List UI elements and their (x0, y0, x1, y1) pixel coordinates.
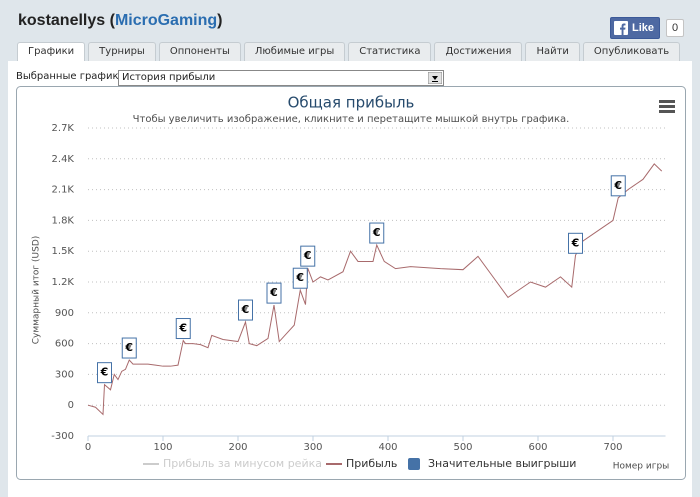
flag-label: € (613, 179, 622, 192)
chart-selector[interactable]: История прибыли (118, 70, 444, 86)
x-tick-label: 600 (528, 442, 547, 453)
flag-label: € (372, 226, 381, 239)
fb-icon (614, 21, 628, 35)
x-axis-label: Номер игры (613, 462, 670, 472)
y-tick-label: 1.5K (52, 246, 75, 257)
dropdown-arrow (428, 72, 442, 84)
chart-title: Общая прибыль (288, 94, 415, 112)
y-tick-label: 1.8K (52, 215, 75, 226)
x-tick-label: 500 (453, 442, 472, 453)
like-label: Like (632, 22, 655, 34)
x-tick-label: 100 (153, 442, 172, 453)
flag-label: € (303, 249, 312, 262)
legend-item[interactable]: Прибыль за минусом рейка (143, 457, 322, 470)
y-tick-label: 2.1K (52, 185, 75, 196)
flag: € (97, 362, 112, 384)
header-title: kostanellys (MicroGaming) (18, 12, 223, 30)
flag-label: € (571, 236, 580, 249)
flag-box (300, 245, 316, 267)
legend-label: Значительные выигрыши (428, 457, 576, 470)
like-widget: Like 0 (610, 17, 685, 39)
flag: € (266, 282, 282, 304)
tab[interactable]: Найти (525, 42, 580, 62)
flag-box (292, 267, 308, 289)
flag: € (369, 222, 385, 244)
tab[interactable]: Любимые игры (243, 42, 346, 62)
flag-box (568, 232, 583, 254)
flag-label: € (295, 271, 304, 284)
y-tick-label: 1.2K (52, 277, 75, 288)
tab[interactable]: Статистика (348, 42, 432, 62)
flag-box (121, 337, 137, 359)
tab[interactable]: Графики (17, 42, 86, 62)
tab[interactable]: Турниры (88, 42, 156, 62)
legend-item[interactable]: Значительные выигрыши (408, 457, 576, 470)
flag-box (97, 362, 112, 384)
user-name: kostanellys ( (18, 12, 115, 29)
flag-box (266, 282, 282, 304)
like-count: 0 (666, 19, 685, 37)
flag: € (300, 245, 316, 267)
chart-subtitle: Чтобы увеличить изображение, кликните и … (133, 114, 570, 125)
network-name[interactable]: MicroGaming (114, 12, 218, 29)
y-axis-label: Суммарный итог (USD) (32, 236, 42, 345)
y-tick-label: 600 (55, 339, 74, 350)
flag: € (175, 318, 191, 340)
flag-label: € (269, 286, 278, 299)
legend-item[interactable]: Прибыль (326, 457, 397, 470)
y-tick-label: 900 (55, 308, 74, 319)
tab[interactable]: Опубликовать (582, 42, 681, 62)
flag-box (175, 318, 191, 340)
flag-label: € (100, 366, 109, 379)
y-tick-label: 2.7K (52, 123, 75, 134)
flag-box (369, 222, 385, 244)
profit-line (87, 163, 663, 416)
flag: € (610, 175, 626, 197)
flag-box (610, 175, 626, 197)
chart-frame (16, 86, 686, 480)
flag-label: € (241, 303, 250, 316)
selector-label: Выбранные графики: (16, 71, 129, 82)
x-tick-label: 200 (228, 442, 247, 453)
flag: € (292, 267, 308, 289)
tab[interactable]: Оппоненты (158, 42, 241, 62)
x-tick-label: 700 (603, 442, 622, 453)
like-button[interactable]: Like (610, 17, 661, 39)
y-tick-label: -300 (51, 431, 74, 442)
legend-label: Прибыль за минусом рейка (163, 457, 322, 470)
flag: € (568, 232, 583, 254)
x-tick-label: 400 (378, 442, 397, 453)
chart: Общая прибыль Чтобы увеличить изображени… (16, 86, 686, 480)
y-tick-label: 300 (55, 369, 74, 380)
tab-bar: Графики Турниры Оппоненты Любимые игры Стати… (17, 42, 681, 62)
x-tick-label: 0 (85, 442, 91, 453)
menu-button[interactable] (659, 100, 675, 113)
title-suffix: ) (217, 12, 223, 29)
x-tick-label: 300 (303, 442, 322, 453)
y-tick-label: 0 (68, 400, 74, 411)
legend-symbol (408, 458, 420, 470)
selector-value: История прибыли (122, 72, 216, 83)
flag-label: € (178, 322, 187, 335)
flag-label: € (124, 341, 133, 354)
tab[interactable]: Достижения (434, 42, 523, 62)
y-tick-label: 2.4K (52, 154, 75, 165)
flag: € (121, 337, 137, 359)
flag-box (238, 299, 253, 321)
flag: € (238, 299, 253, 321)
legend-label: Прибыль (346, 457, 397, 470)
